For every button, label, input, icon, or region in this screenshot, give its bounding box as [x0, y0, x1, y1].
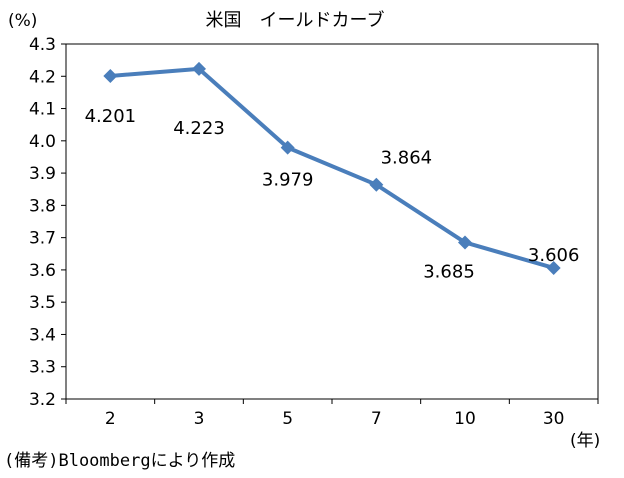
series-group [103, 61, 561, 275]
x-axis-label: (年) [570, 431, 600, 451]
plot-area-frame [65, 43, 599, 400]
y-tick-label: 3.4 [29, 325, 56, 345]
chart-title: 米国 イールドカーブ [206, 9, 385, 31]
data-label: 4.201 [85, 106, 137, 127]
y-axis: 4.3 4.2 4.1 4.0 3.9 3.8 3.7 3.6 3.5 3.4 3.3 3.2 [29, 35, 66, 410]
data-point-marker [280, 140, 295, 155]
y-tick-label: 4.3 [29, 35, 56, 55]
data-point-marker [192, 61, 206, 76]
data-point-marker [103, 68, 118, 83]
y-axis-label: (%) [8, 11, 37, 31]
data-label: 3.864 [381, 148, 433, 169]
y-tick-label: 3.9 [29, 164, 56, 184]
x-axis: 2 3 5 7 10 30 [65, 399, 599, 429]
data-point-marker [458, 235, 472, 250]
series-line [110, 66, 555, 270]
data-label: 3.606 [528, 245, 580, 266]
x-tick-label: 10 [454, 409, 476, 429]
data-label: 3.685 [423, 261, 475, 282]
data-label: 4.223 [173, 118, 225, 139]
y-tick-label: 4.1 [29, 100, 56, 120]
x-tick-label: 30 [543, 409, 565, 429]
x-tick-label: 5 [282, 409, 293, 429]
y-tick-label: 3.5 [29, 293, 56, 313]
y-tick-label: 4.0 [29, 132, 56, 152]
y-tick-label: 3.8 [29, 196, 56, 216]
y-tick-label: 3.2 [29, 390, 56, 410]
y-tick-label: 4.2 [29, 67, 56, 87]
y-tick-label: 3.3 [29, 358, 56, 378]
data-point-marker [369, 177, 384, 192]
data-labels-group: 4.201 4.223 3.979 3.864 3.685 3.606 [85, 106, 580, 283]
x-tick-label: 2 [105, 409, 116, 429]
data-label: 3.979 [262, 170, 314, 191]
x-tick-label: 3 [194, 409, 205, 429]
y-tick-label: 3.7 [29, 229, 56, 249]
y-tick-label: 3.6 [29, 261, 56, 281]
x-tick-label: 7 [371, 409, 382, 429]
data-point-marker [546, 260, 561, 275]
source-note: (備考)Bloombergにより作成 [4, 451, 236, 471]
